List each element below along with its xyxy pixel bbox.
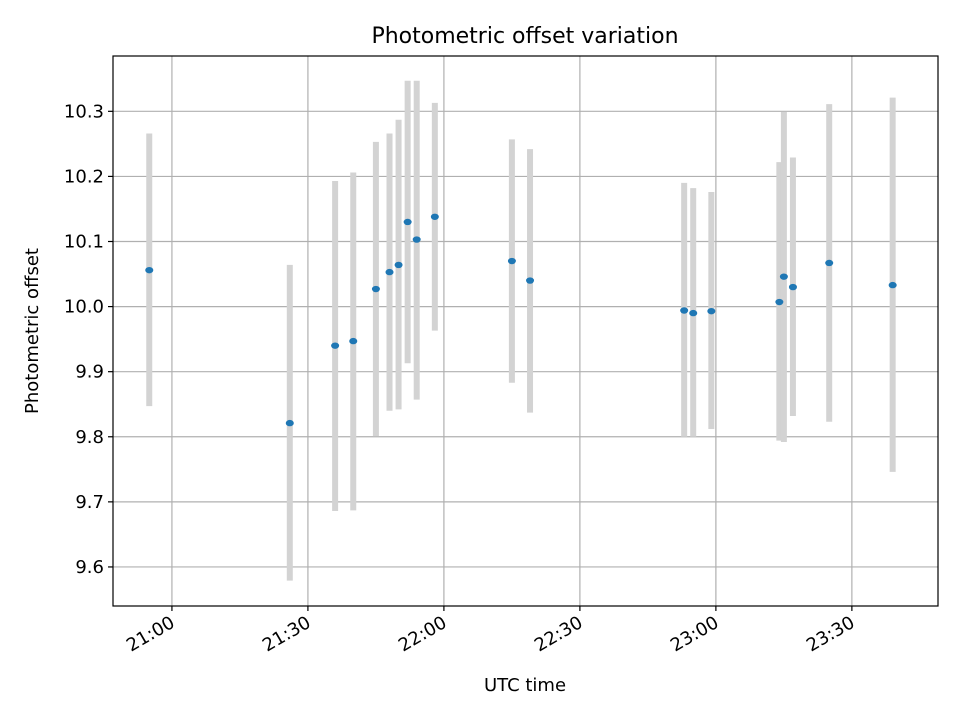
y-tick-label: 9.6 — [75, 557, 104, 578]
chart-title: Photometric offset variation — [371, 24, 678, 49]
data-point — [412, 236, 421, 243]
data-point — [825, 259, 834, 267]
data-point — [775, 298, 784, 306]
x-tick-label: 22:30 — [531, 612, 586, 656]
y-tick-label: 10.2 — [64, 166, 104, 187]
data-point — [888, 281, 897, 289]
data-point — [707, 307, 716, 315]
y-tick-label: 9.8 — [75, 427, 104, 448]
x-tick-label: 23:30 — [803, 612, 858, 656]
data-point — [526, 277, 535, 284]
data-point — [689, 309, 698, 317]
grid-layer — [113, 56, 938, 606]
data-point — [331, 342, 340, 349]
y-tick-label: 10.3 — [64, 101, 104, 122]
y-tick-label: 10.1 — [64, 232, 104, 253]
y-tick-label: 9.7 — [75, 492, 104, 513]
y-axis-label: Photometric offset — [22, 248, 43, 414]
point-layer — [145, 213, 897, 427]
x-tick-label: 23:00 — [667, 612, 722, 656]
y-tick-label: 10.0 — [64, 297, 104, 318]
data-point — [394, 261, 403, 269]
data-point — [680, 307, 689, 314]
data-point — [145, 266, 154, 274]
data-point — [507, 257, 516, 265]
data-point — [403, 218, 412, 226]
data-point — [285, 419, 294, 427]
x-tick-label: 21:00 — [123, 612, 178, 656]
y-tick-label: 9.9 — [75, 362, 104, 383]
x-tick-label: 21:30 — [259, 612, 314, 656]
data-point — [788, 283, 797, 291]
plot-area — [113, 56, 938, 606]
plot-frame — [112, 55, 939, 607]
x-tick-label: 22:00 — [395, 612, 450, 656]
data-point — [385, 268, 394, 276]
x-axis-label: UTC time — [484, 675, 566, 696]
data-point — [779, 273, 788, 280]
data-point — [371, 285, 380, 293]
data-point — [430, 213, 439, 220]
data-point — [349, 337, 358, 345]
